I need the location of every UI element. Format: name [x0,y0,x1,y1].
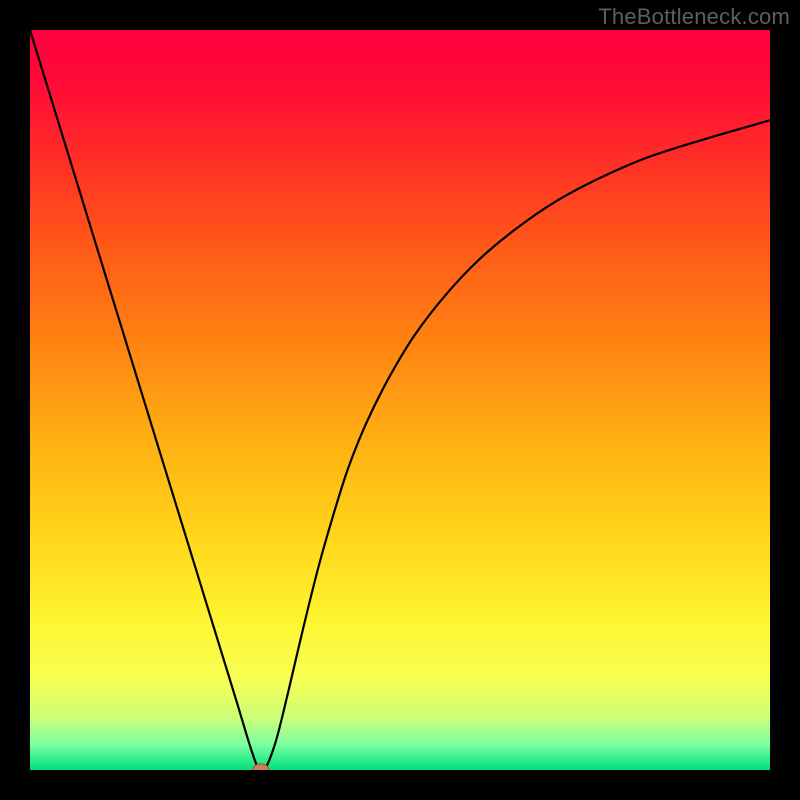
bottleneck-chart [0,0,800,800]
chart-container: TheBottleneck.com [0,0,800,800]
watermark-text: TheBottleneck.com [598,4,790,30]
plot-background [30,30,770,770]
